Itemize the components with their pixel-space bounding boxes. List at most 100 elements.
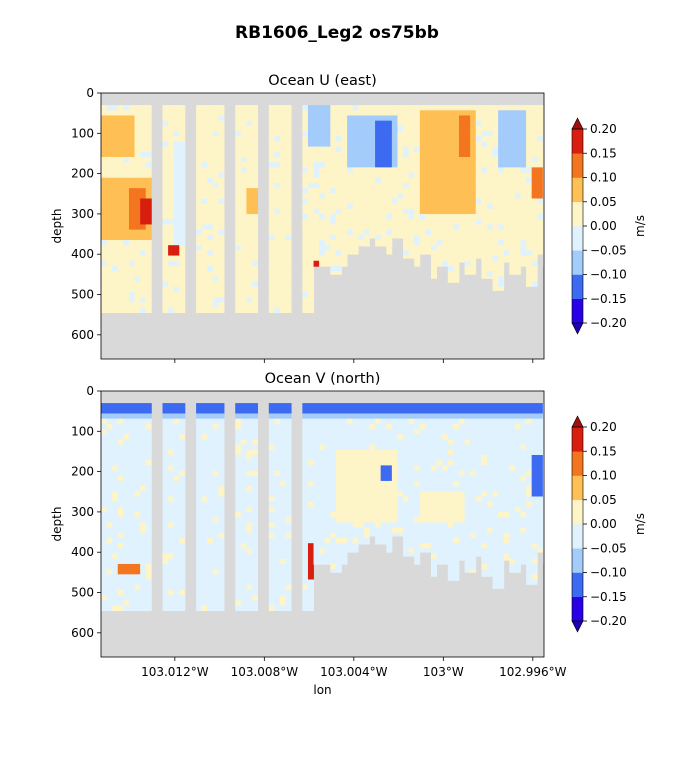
field-cell	[386, 429, 393, 435]
field-cell	[431, 105, 437, 111]
field-cell	[307, 553, 314, 560]
field-cell	[313, 408, 320, 414]
field-cell	[235, 538, 242, 544]
field-cell	[106, 574, 113, 580]
field-cell	[246, 553, 253, 560]
field-cell	[307, 569, 314, 575]
field-cell	[112, 475, 119, 482]
field-cell	[145, 125, 152, 132]
field-cell	[442, 255, 449, 262]
field-cell	[341, 188, 348, 194]
field-cell	[279, 454, 286, 461]
field-cell	[503, 219, 510, 225]
field-cell	[235, 434, 242, 440]
field-cell	[140, 532, 147, 539]
field-cell	[458, 429, 465, 435]
field-cell	[358, 162, 365, 168]
field-cell	[481, 203, 488, 210]
field-cell	[246, 162, 253, 168]
field-cell	[145, 538, 152, 544]
field-cell	[274, 115, 281, 122]
field-cell	[537, 506, 544, 513]
field-cell	[431, 538, 437, 544]
field-cell	[380, 486, 387, 492]
field-cell	[123, 579, 130, 586]
field-cell	[352, 408, 359, 414]
field-cell	[106, 584, 113, 591]
field-cell	[363, 105, 370, 111]
field-cell	[268, 439, 275, 445]
field-cell	[419, 491, 426, 497]
field-cell	[386, 434, 393, 440]
field-cell	[453, 105, 460, 111]
field-cell	[201, 276, 208, 282]
field-cell	[240, 302, 247, 308]
field-cell	[386, 110, 393, 116]
field-cell	[475, 245, 482, 251]
field-cell	[470, 198, 477, 205]
field-cell	[470, 136, 477, 142]
field-cell	[285, 177, 292, 184]
field-cell	[128, 496, 135, 503]
field-cell	[375, 522, 382, 529]
field-cell	[380, 193, 387, 199]
field-cell	[520, 188, 527, 194]
field-cell	[386, 506, 393, 513]
field-cell	[352, 110, 359, 116]
field-cell	[442, 558, 449, 565]
field-cell	[218, 558, 225, 565]
field-cell	[179, 460, 186, 466]
field-cell	[481, 265, 488, 272]
field-cell	[503, 496, 510, 503]
field-cell	[425, 136, 432, 142]
field-cell	[106, 136, 113, 142]
field-cell	[470, 271, 477, 275]
field-cell	[509, 460, 516, 466]
field-cell	[414, 506, 421, 513]
field-cell	[330, 131, 337, 137]
field-cell	[117, 105, 124, 111]
field-cell	[481, 413, 488, 420]
field-cell	[319, 491, 326, 497]
field-cell	[375, 449, 382, 456]
field-cell	[179, 512, 186, 518]
field-cell	[358, 491, 365, 497]
field-cell	[526, 214, 533, 220]
field-cell	[442, 105, 449, 111]
field-cell	[106, 234, 113, 241]
field-cell	[123, 470, 130, 477]
field-cell	[475, 182, 482, 189]
field-cell	[324, 465, 331, 471]
field-cell	[391, 465, 398, 471]
field-cell	[274, 512, 281, 518]
field-cell	[307, 260, 314, 267]
field-cell	[240, 506, 247, 513]
field-cell	[447, 281, 454, 283]
field-cell	[464, 177, 471, 184]
field-cell	[274, 219, 281, 225]
field-cell	[201, 600, 208, 606]
field-cell	[240, 125, 247, 132]
field-cell	[330, 105, 337, 111]
field-cell	[492, 260, 499, 267]
field-cell	[134, 307, 141, 314]
field-cell	[531, 265, 538, 272]
field-cell	[375, 245, 382, 247]
field-cell	[313, 553, 320, 560]
field-cell	[173, 605, 180, 612]
field-cell	[252, 156, 259, 163]
field-cell	[302, 527, 309, 534]
field-cell	[128, 589, 135, 596]
field-cell	[279, 584, 286, 591]
field-cell	[240, 286, 247, 293]
field-cell	[403, 532, 410, 539]
field-cell	[313, 480, 320, 487]
field-cell	[201, 423, 208, 430]
field-cell	[509, 250, 516, 256]
field-cell	[218, 579, 225, 586]
field-cell	[403, 527, 410, 534]
field-cell	[201, 418, 208, 425]
field-cell	[212, 188, 219, 194]
field-cell	[112, 265, 119, 272]
field-cell	[481, 260, 488, 267]
